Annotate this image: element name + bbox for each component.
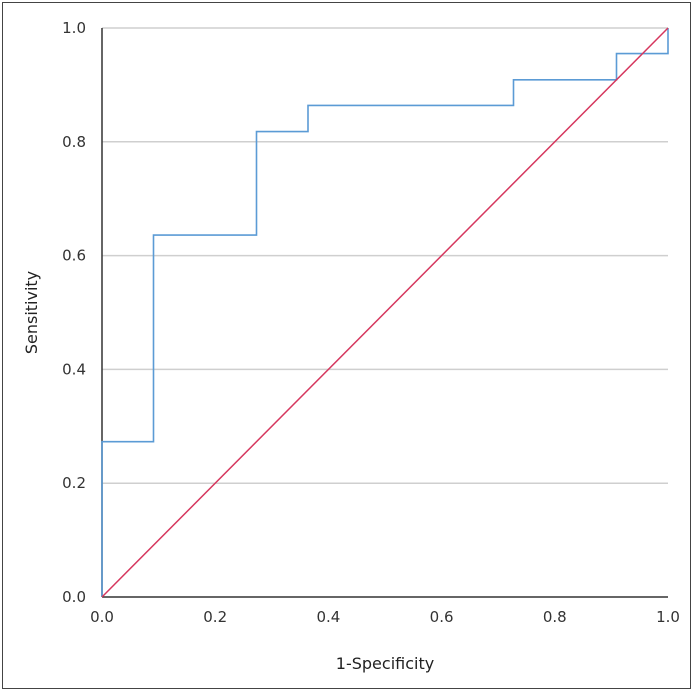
y-tick-labels: 0.0 0.2 0.4 0.6 0.8 1.0 <box>62 19 86 606</box>
y-tick-label: 0.8 <box>62 133 86 151</box>
series-group <box>101 27 669 598</box>
grid-lines <box>102 27 668 484</box>
y-tick-label: 0.4 <box>62 360 86 378</box>
y-tick-label: 0.2 <box>62 474 86 492</box>
y-tick-label: 1.0 <box>62 19 86 37</box>
x-tick-label: 0.4 <box>316 608 340 626</box>
x-axis-title: 1-Specificity <box>336 654 434 673</box>
y-axis-title: Sensitivity <box>22 271 41 354</box>
x-tick-label: 1.0 <box>656 608 680 626</box>
x-tick-label: 0.6 <box>430 608 454 626</box>
x-tick-label: 0.2 <box>203 608 227 626</box>
y-tick-label: 0.6 <box>62 247 86 265</box>
roc-curve-line <box>101 28 669 597</box>
x-tick-labels: 0.0 0.2 0.4 0.6 0.8 1.0 <box>90 608 680 626</box>
x-tick-label: 0.0 <box>90 608 114 626</box>
reference-diagonal-line <box>101 27 669 598</box>
y-tick-label: 0.0 <box>62 588 86 606</box>
x-tick-label: 0.8 <box>543 608 567 626</box>
